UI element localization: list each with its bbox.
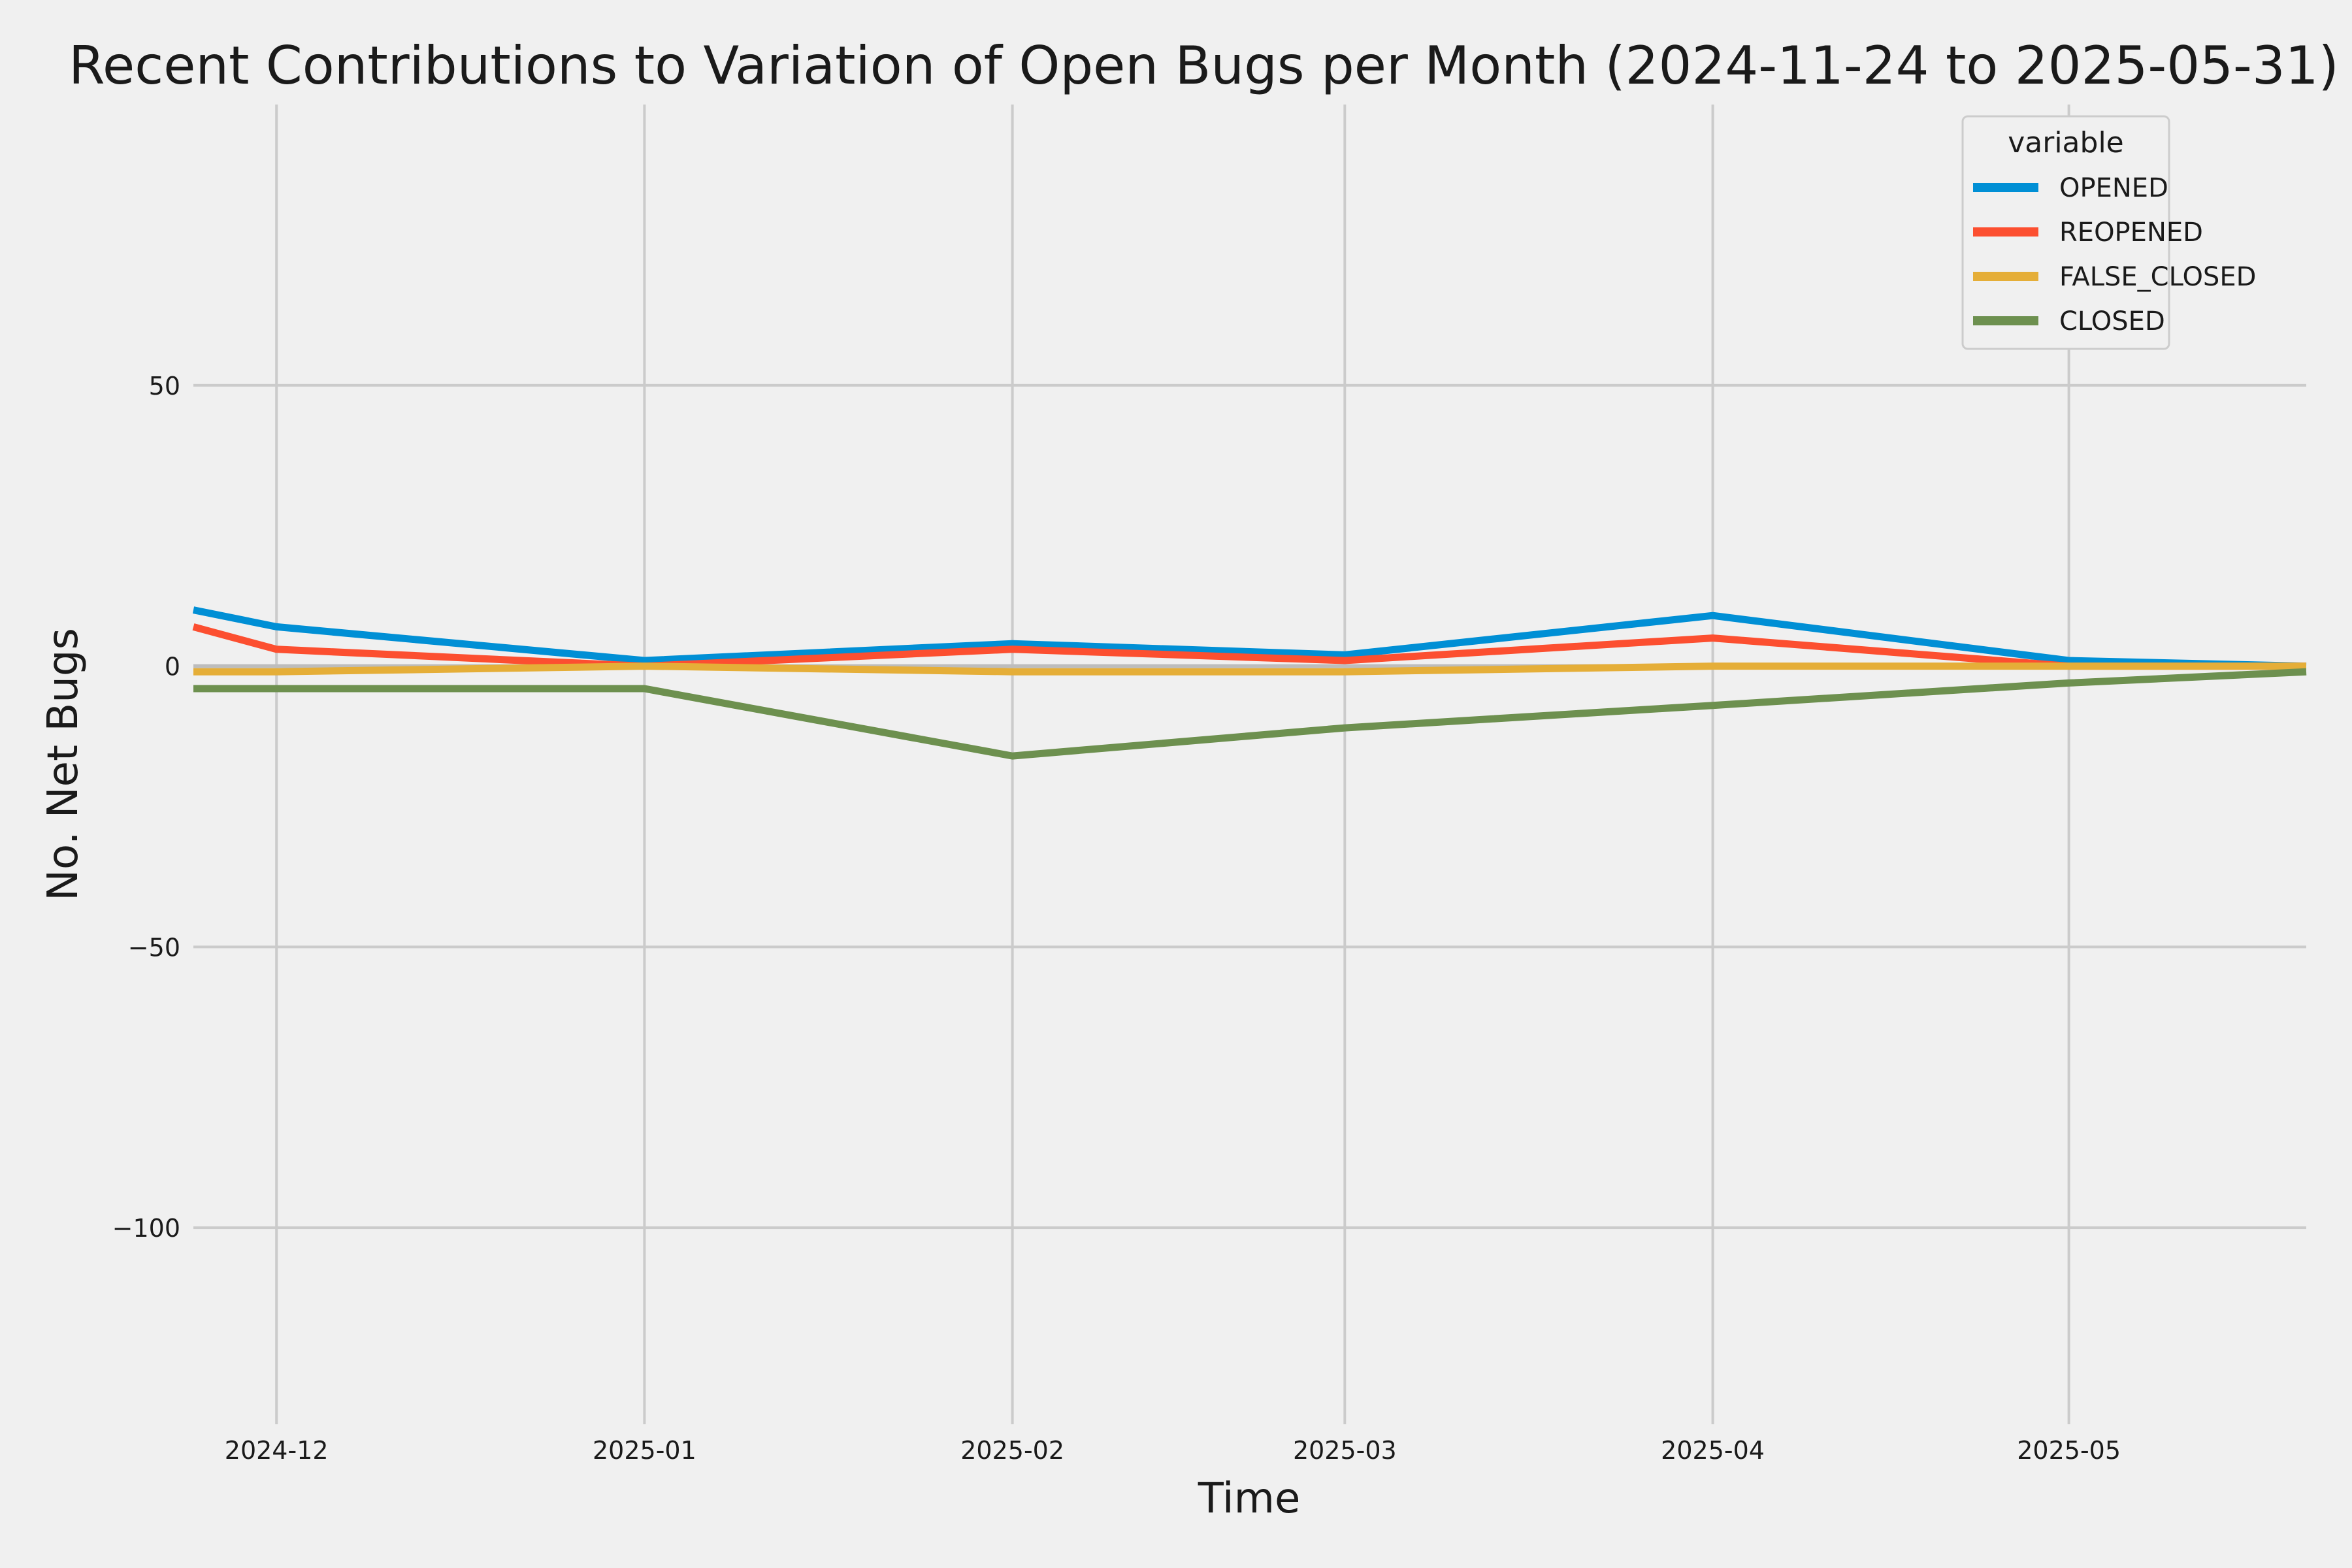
legend-label: OPENED	[2059, 173, 2168, 203]
y-axis-ticks: 50 0 −50 −100	[112, 372, 180, 1243]
x-axis-title: Time	[1198, 1475, 1301, 1523]
legend-label: REOPENED	[2059, 218, 2203, 248]
legend-title: variable	[2008, 126, 2124, 159]
series-line-reopened	[192, 623, 2306, 670]
x-axis-ticks: 2024-12 2025-01 2025-02 2025-03 2025-04 2025-…	[225, 1436, 2121, 1465]
series-lines	[192, 606, 2307, 760]
x-tick-label: 2024-12	[225, 1436, 329, 1465]
x-tick-label: 2025-04	[1661, 1436, 1765, 1465]
series-line-false-closed	[193, 662, 2306, 676]
legend-box	[1961, 115, 2170, 350]
chart-title: Recent Contributions to Variation of Ope…	[69, 35, 2339, 96]
x-tick-label: 2025-01	[593, 1436, 696, 1465]
y-tick-label: 50	[149, 372, 180, 400]
y-tick-label: −50	[128, 933, 180, 962]
legend: variable OPENED REOPENED FALSE_CLOSED CLOSE…	[1961, 115, 2256, 350]
x-tick-label: 2025-03	[1293, 1436, 1397, 1465]
series-line-opened	[192, 606, 2307, 670]
y-tick-label: 0	[165, 653, 180, 681]
x-tick-label: 2025-02	[960, 1436, 1064, 1465]
legend-items: OPENED REOPENED FALSE_CLOSED CLOSED	[1973, 173, 2256, 336]
y-tick-label: −100	[112, 1214, 180, 1243]
y-axis-title: No. Net Bugs	[39, 628, 88, 901]
legend-label: FALSE_CLOSED	[2059, 262, 2256, 292]
x-tick-label: 2025-05	[2017, 1436, 2121, 1465]
legend-label: CLOSED	[2059, 306, 2165, 336]
series-line-closed	[193, 668, 2307, 760]
